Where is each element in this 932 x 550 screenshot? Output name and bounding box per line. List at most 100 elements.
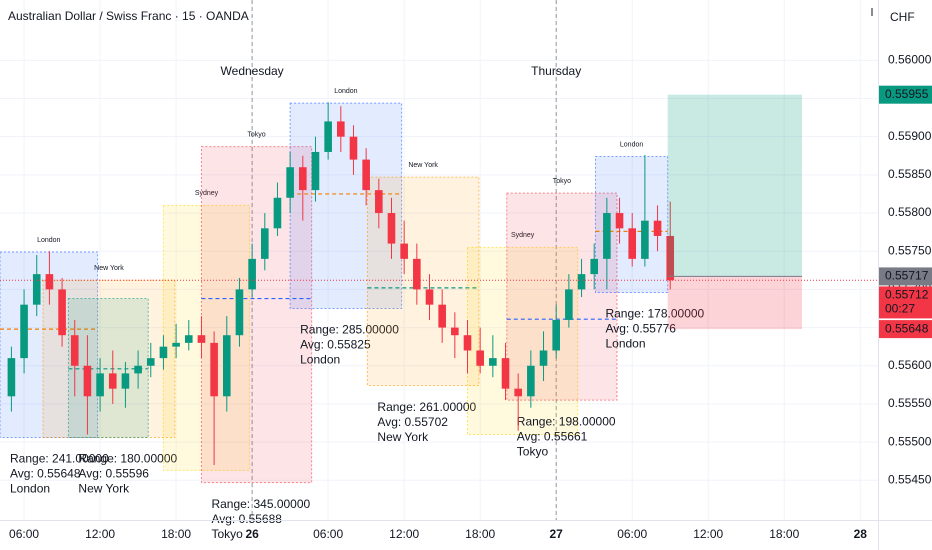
session-range: Range: 180.00000: [78, 452, 177, 466]
candle-body: [7, 358, 16, 397]
session-average-label: Avg: 0.55661: [517, 429, 588, 443]
price-label: 0.55955: [885, 87, 929, 101]
session-label: Sydney: [511, 232, 535, 239]
candle-body: [222, 335, 231, 397]
session-name: New York: [377, 430, 429, 444]
session-name: Tokyo: [211, 527, 243, 541]
chart-title: Australian Dollar / Swiss Franc · 15 · O…: [8, 9, 249, 23]
day-label: Wednesday: [221, 64, 284, 78]
session-name: Tokyo: [517, 444, 549, 458]
session-range: Range: 241.00000: [10, 452, 109, 466]
candle-body: [476, 350, 484, 366]
candle-layer: [7, 102, 675, 466]
candle-body: [210, 342, 218, 397]
candle-body: [375, 190, 383, 214]
session-label: London: [37, 237, 60, 244]
session-range: Range: 345.00000: [211, 497, 310, 511]
y-tick-label: 0.55900: [888, 129, 932, 143]
candle-body: [501, 358, 510, 389]
candle-body: [539, 350, 548, 366]
candle-body: [413, 258, 421, 290]
candle-body: [184, 335, 193, 343]
y-tick-label: 0.55450: [888, 472, 932, 486]
candle-body: [590, 258, 599, 275]
x-tick-label: 28: [854, 527, 868, 541]
day-label: Thursday: [531, 64, 581, 78]
candle-body: [96, 373, 104, 397]
y-tick-label: 0.56000: [888, 52, 932, 66]
price-label-box: [879, 85, 932, 104]
session-name: London: [10, 482, 50, 496]
axis-layer: 0.554500.555000.555500.556000.556500.557…: [9, 52, 932, 541]
session-average-label: Avg: 0.55702: [377, 415, 448, 429]
candle-body: [172, 342, 180, 347]
candle-body: [349, 136, 358, 160]
x-tick-label: 18:00: [465, 527, 495, 541]
session-range: Range: 198.00000: [517, 414, 616, 428]
y-tick-label: 0.55500: [888, 434, 932, 448]
session-range: Range: 285.00000: [300, 323, 399, 337]
y-tick-label: 0.55600: [888, 358, 932, 372]
x-tick-label: 18:00: [769, 527, 799, 541]
candle-body: [108, 373, 117, 389]
candle-body: [641, 220, 649, 259]
candle-body: [45, 274, 54, 290]
session-average-label: Avg: 0.55688: [211, 512, 282, 526]
candle-body: [299, 167, 307, 191]
candle-body: [463, 335, 472, 351]
session-name: New York: [78, 482, 130, 496]
session-label: New York: [94, 265, 124, 272]
candle-body: [134, 365, 142, 374]
bar-countdown: 00:27: [885, 302, 915, 316]
candle-body: [489, 358, 497, 366]
profit-zone: [667, 94, 802, 277]
session-range: Range: 178.00000: [605, 307, 704, 321]
candle-body: [159, 346, 168, 359]
candle-body: [615, 213, 624, 229]
candle-body: [527, 365, 535, 397]
candle-body: [666, 235, 675, 281]
session-label: Sydney: [195, 190, 219, 197]
x-tick-label: 06:00: [9, 527, 39, 541]
candle-body: [58, 289, 66, 336]
price-label-box: [879, 267, 932, 286]
price-label: 0.55648: [885, 321, 929, 335]
y-tick-label: 0.55750: [888, 243, 932, 257]
price-label: 0.55717: [885, 269, 929, 283]
candle-body: [387, 213, 396, 244]
session-average-label: Avg: 0.55776: [605, 322, 676, 336]
session-label: Tokyo: [247, 131, 265, 138]
session-range: Range: 261.00000: [377, 400, 476, 414]
session-average-label: Avg: 0.55825: [300, 338, 371, 352]
session-label: London: [620, 141, 643, 148]
session-label: London: [334, 88, 357, 95]
candle-body: [362, 159, 370, 191]
session-label: New York: [408, 162, 438, 169]
loss-zone: [667, 276, 802, 330]
y-tick-label: 0.55550: [888, 396, 932, 410]
x-tick-label: 18:00: [161, 527, 191, 541]
x-tick-label: 12:00: [85, 527, 115, 541]
candle-body: [565, 289, 573, 320]
x-tick-label: 27: [550, 527, 564, 541]
candle-body: [514, 388, 522, 397]
session-average-label: Avg: 0.55648: [10, 467, 81, 481]
candle-body: [286, 167, 294, 198]
candle-body: [273, 197, 282, 229]
session-box: [506, 192, 618, 401]
session-box: [200, 146, 313, 484]
candle-body: [603, 213, 611, 259]
session-name: London: [300, 353, 340, 367]
session-name: London: [605, 337, 645, 351]
candle-body: [83, 365, 92, 397]
grid-layer: Wednesday Thursday: [0, 0, 878, 520]
candle-body: [451, 327, 459, 336]
candle-body: [248, 258, 256, 290]
candle-body: [653, 220, 662, 236]
candle-body: [400, 243, 408, 259]
x-tick-label: 06:00: [617, 527, 647, 541]
overlay-layer: [0, 94, 878, 330]
candle-body: [552, 319, 560, 351]
